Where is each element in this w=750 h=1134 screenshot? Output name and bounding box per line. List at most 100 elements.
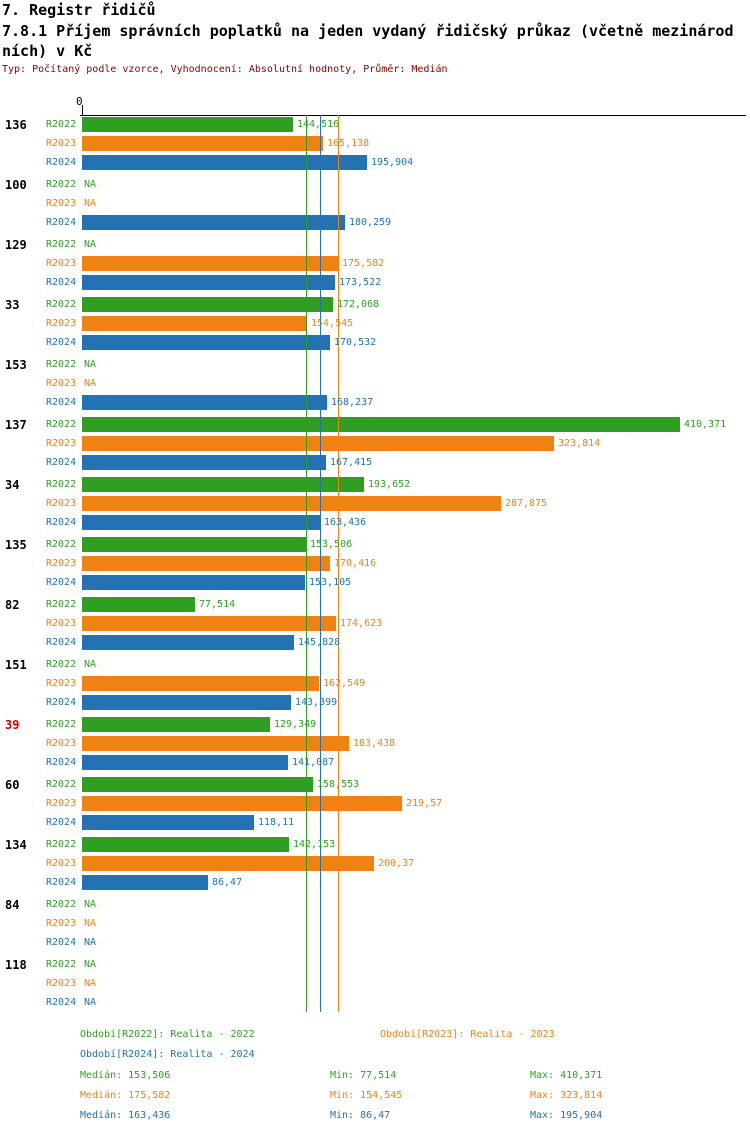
value-label-100-R2024: 180,259	[349, 217, 392, 228]
value-label-82-R2024: 145,828	[298, 637, 341, 648]
bar-129-R2024	[82, 275, 335, 290]
value-label-134-R2023: 200,37	[378, 858, 415, 869]
chart-title: 7.8.1 Příjem správních poplatků na jeden…	[2, 22, 734, 60]
bar-33-R2024	[82, 335, 330, 350]
series-label-135-R2022: R2022	[46, 539, 77, 550]
value-na-100-R2023: NA	[84, 198, 97, 209]
group-id-33: 33	[5, 298, 20, 312]
value-na-153-R2022: NA	[84, 359, 97, 370]
bar-135-R2023	[82, 556, 330, 571]
series-label-137-R2022: R2022	[46, 419, 77, 430]
stat-max-r2022: Max: 410,371	[530, 1070, 603, 1081]
group-id-60: 60	[5, 778, 20, 792]
group-id-134: 134	[5, 838, 27, 852]
value-na-100-R2022: NA	[84, 179, 97, 190]
value-label-136-R2023: 165,138	[327, 138, 370, 149]
value-label-39-R2023: 183,438	[353, 738, 396, 749]
value-label-151-R2023: 162,549	[323, 678, 366, 689]
group-id-100: 100	[5, 178, 27, 192]
x-axis-origin-label: 0	[76, 95, 83, 108]
value-label-153-R2024: 168,237	[331, 397, 374, 408]
value-na-84-R2022: NA	[84, 899, 97, 910]
bar-100-R2024	[82, 215, 345, 230]
group-id-39: 39	[5, 718, 20, 732]
group-id-82: 82	[5, 598, 20, 612]
plot-area: 136 R2022 144,516 R2023 165,138 R2024 195,904 1…	[0, 115, 750, 1017]
value-label-60-R2024: 118,11	[258, 817, 295, 828]
series-label-84-R2023: R2023	[46, 918, 77, 929]
x-axis-line	[80, 115, 746, 116]
series-label-39-R2022: R2022	[46, 719, 77, 730]
series-label-153-R2024: R2024	[46, 397, 77, 408]
stat-max-r2023: Max: 323,814	[530, 1090, 603, 1101]
value-label-60-R2023: 219,57	[406, 798, 443, 809]
x-axis-tick	[82, 105, 83, 115]
bar-151-R2023	[82, 676, 319, 691]
bar-39-R2024	[82, 755, 288, 770]
series-label-34-R2024: R2024	[46, 517, 77, 528]
series-label-82-R2022: R2022	[46, 599, 77, 610]
bar-60-R2022	[82, 777, 313, 792]
value-label-137-R2022: 410,371	[684, 419, 727, 430]
series-label-100-R2022: R2022	[46, 179, 77, 190]
value-na-118-R2022: NA	[84, 959, 97, 970]
series-label-84-R2022: R2022	[46, 899, 77, 910]
series-label-82-R2024: R2024	[46, 637, 77, 648]
value-label-39-R2022: 129,349	[274, 719, 317, 730]
bar-137-R2022	[82, 417, 680, 432]
bar-33-R2023	[82, 316, 307, 331]
series-label-60-R2022: R2022	[46, 779, 77, 790]
value-label-134-R2022: 142,153	[293, 839, 336, 850]
median-line-R2023	[338, 115, 339, 1012]
series-label-136-R2023: R2023	[46, 138, 77, 149]
series-label-129-R2022: R2022	[46, 239, 77, 250]
value-label-33-R2023: 154,545	[311, 318, 354, 329]
bar-134-R2022	[82, 837, 289, 852]
value-label-33-R2022: 172,068	[337, 299, 380, 310]
value-label-137-R2023: 323,814	[558, 438, 601, 449]
value-label-136-R2024: 195,904	[371, 157, 414, 168]
bar-137-R2023	[82, 436, 554, 451]
series-label-151-R2022: R2022	[46, 659, 77, 670]
bar-136-R2024	[82, 155, 367, 170]
stat-min-r2024: Min: 86,47	[330, 1110, 391, 1121]
group-id-153: 153	[5, 358, 27, 372]
series-label-118-R2023: R2023	[46, 978, 77, 989]
series-label-135-R2024: R2024	[46, 577, 77, 588]
bar-34-R2024	[82, 515, 320, 530]
value-label-82-R2022: 77,514	[199, 599, 236, 610]
value-label-134-R2024: 86,47	[212, 877, 243, 888]
value-na-84-R2023: NA	[84, 918, 97, 929]
series-label-135-R2023: R2023	[46, 558, 77, 569]
value-na-118-R2024: NA	[84, 997, 97, 1008]
series-label-100-R2023: R2023	[46, 198, 77, 209]
bar-82-R2023	[82, 616, 336, 631]
value-label-34-R2023: 287,875	[505, 498, 548, 509]
value-label-136-R2022: 144,516	[297, 119, 340, 130]
value-na-151-R2022: NA	[84, 659, 97, 670]
series-label-39-R2023: R2023	[46, 738, 77, 749]
bar-82-R2022	[82, 597, 195, 612]
group-id-129: 129	[5, 238, 27, 252]
bar-33-R2022	[82, 297, 333, 312]
bar-135-R2024	[82, 575, 305, 590]
bar-134-R2024	[82, 875, 208, 890]
stat-max-r2024: Max: 195,904	[530, 1110, 603, 1121]
bar-136-R2023	[82, 136, 323, 151]
series-label-134-R2023: R2023	[46, 858, 77, 869]
bar-82-R2024	[82, 635, 294, 650]
bar-39-R2022	[82, 717, 270, 732]
value-label-60-R2022: 158,553	[317, 779, 360, 790]
value-label-137-R2024: 167,415	[330, 457, 373, 468]
value-label-129-R2024: 173,522	[339, 277, 382, 288]
series-label-33-R2022: R2022	[46, 299, 77, 310]
stat-min-r2023: Min: 154,545	[330, 1090, 403, 1101]
value-label-82-R2023: 174,623	[340, 618, 383, 629]
series-label-100-R2024: R2024	[46, 217, 77, 228]
bar-151-R2024	[82, 695, 291, 710]
bar-60-R2023	[82, 796, 402, 811]
group-id-135: 135	[5, 538, 27, 552]
bar-136-R2022	[82, 117, 293, 132]
group-id-136: 136	[5, 118, 27, 132]
